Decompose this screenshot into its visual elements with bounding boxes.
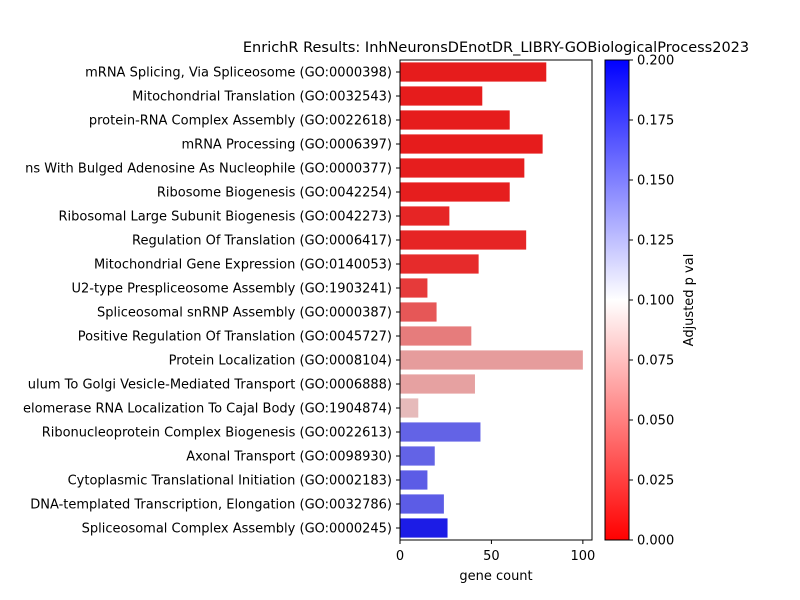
y-tick-label: Ribosomal Large Subunit Biogenesis (GO:0… xyxy=(59,210,392,225)
bar xyxy=(400,326,472,346)
bar xyxy=(400,230,527,250)
colorbar-ticks: 0.000 0.025 0.050 0.075 0.100 0.125 0.150 0.175… xyxy=(629,54,674,549)
bar xyxy=(400,494,444,514)
bar xyxy=(400,110,510,130)
bar xyxy=(400,182,510,202)
y-tick-label: Ribonucleoprotein Complex Biogenesis (GO… xyxy=(42,426,392,441)
bar xyxy=(400,206,450,226)
y-tick-label: Spliceosomal Complex Assembly (GO:000024… xyxy=(82,522,392,537)
colorbar-tick-label: 0.175 xyxy=(637,114,674,129)
y-tick-label: Spliceosomal snRNP Assembly (GO:0000387) xyxy=(97,306,392,321)
x-tick-label: 0 xyxy=(396,549,404,564)
y-tick-label: Axonal Transport (GO:0098930) xyxy=(186,450,392,465)
plot-area: mRNA Splicing, Via Spliceosome (GO:00003… xyxy=(23,62,595,564)
y-tick-label: Mitochondrial Translation (GO:0032543) xyxy=(132,90,392,105)
bar xyxy=(400,254,479,274)
y-tick-label: mRNA Processing (GO:0006397) xyxy=(182,138,393,153)
x-tick-label: 50 xyxy=(483,549,500,564)
colorbar-tick-label: 0.125 xyxy=(637,234,674,249)
y-tick-label: mRNA Splicing, Via Spliceosome (GO:00003… xyxy=(85,66,392,81)
bar xyxy=(400,302,437,322)
colorbar-tick-label: 0.075 xyxy=(637,354,674,369)
bar xyxy=(400,446,435,466)
y-tick-label: Protein Localization (GO:0008104) xyxy=(169,354,392,369)
bar xyxy=(400,86,483,106)
y-tick-label: Regulation Of Translation (GO:0006417) xyxy=(132,234,392,249)
y-tick-label: elomerase RNA Localization To Cajal Body… xyxy=(23,402,392,417)
y-tick-label: ulum To Golgi Vesicle-Mediated Transport… xyxy=(28,378,392,393)
colorbar-tick-label: 0.100 xyxy=(637,294,674,309)
bar xyxy=(400,350,583,370)
x-axis-label: gene count xyxy=(459,569,532,584)
x-tick-label: 100 xyxy=(570,549,595,564)
y-tick-label: Ribosome Biogenesis (GO:0042254) xyxy=(157,186,392,201)
y-tick-label: protein-RNA Complex Assembly (GO:0022618… xyxy=(89,114,392,129)
bar xyxy=(400,158,525,178)
y-tick-label: Cytoplasmic Translational Initiation (GO… xyxy=(68,474,392,489)
bar xyxy=(400,470,428,490)
colorbar xyxy=(604,59,630,541)
bar xyxy=(400,134,543,154)
chart-title: EnrichR Results: InhNeuronsDEnotDR_LIBRY… xyxy=(243,40,749,56)
bar xyxy=(400,374,475,394)
y-tick-label: U2-type Prespliceosome Assembly (GO:1903… xyxy=(72,282,392,297)
plot-frame xyxy=(399,59,593,541)
bar xyxy=(400,278,428,298)
bar xyxy=(400,62,547,82)
colorbar-tick-label: 0.150 xyxy=(637,174,674,189)
y-tick-label: ns With Bulged Adenosine As Nucleophile … xyxy=(25,162,392,177)
colorbar-tick-label: 0.200 xyxy=(637,54,674,69)
colorbar-tick-label: 0.050 xyxy=(637,414,674,429)
y-tick-label: Positive Regulation Of Translation (GO:0… xyxy=(78,330,392,345)
y-tick-label: Mitochondrial Gene Expression (GO:014005… xyxy=(94,258,392,273)
y-tick-label: DNA-templated Transcription, Elongation … xyxy=(30,498,392,513)
bar xyxy=(400,398,419,418)
bar xyxy=(400,518,448,538)
bar xyxy=(400,422,481,442)
colorbar-tick-label: 0.000 xyxy=(637,534,674,549)
colorbar-label: Adjusted p val xyxy=(682,254,697,347)
colorbar-tick-label: 0.025 xyxy=(637,474,674,489)
